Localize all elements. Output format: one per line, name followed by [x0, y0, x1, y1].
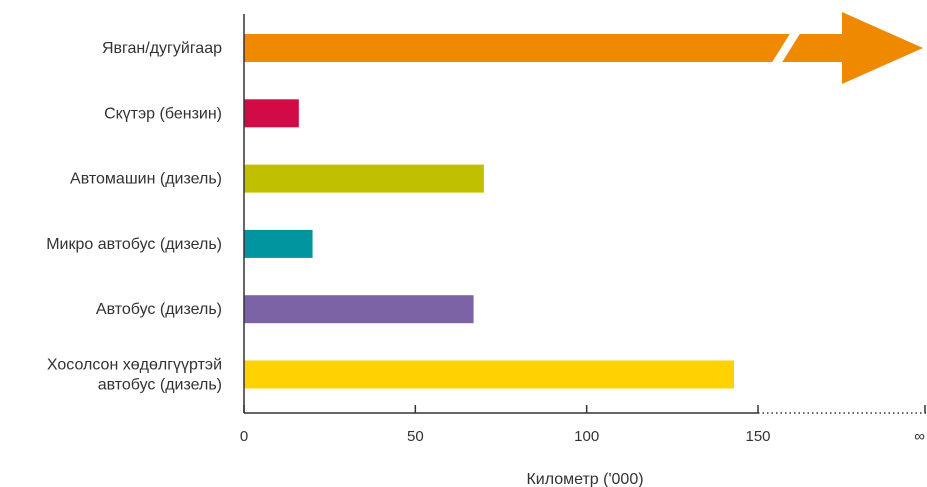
- category-label-1: Скүтэр (бензин): [104, 105, 222, 122]
- x-tick-label: 100: [574, 428, 599, 445]
- category-label-line: Скүтэр (бензин): [104, 105, 222, 122]
- x-tick-label: 0: [240, 428, 248, 445]
- x-tick-label: 150: [745, 428, 770, 445]
- category-label-3: Микро автобус (дизель): [46, 236, 222, 253]
- category-label-line: Автобус (дизель): [96, 301, 222, 318]
- bar-break-gap: [771, 32, 801, 64]
- bar-5: [244, 360, 735, 389]
- x-tick-label-infinity: ∞: [914, 428, 925, 445]
- x-axis-title: Километр ('000): [526, 471, 643, 487]
- category-label-line: Явган/дугуйгаар: [102, 40, 222, 57]
- category-label-line: Автомашин (дизель): [70, 171, 222, 188]
- bar-0: [244, 12, 923, 84]
- category-label-4: Автобус (дизель): [96, 301, 222, 318]
- axes-group: [243, 14, 926, 414]
- bar-4: [244, 295, 474, 324]
- bar-2: [244, 164, 484, 193]
- category-label-line: Хосолсон хөдөлгүүртэй: [47, 357, 222, 374]
- category-label-5: Хосолсон хөдөлгүүртэй автобус (дизель): [47, 357, 222, 394]
- category-labels-group: Явган/дугуйгаар Скүтэр (бензин) Автомашин …: [46, 40, 222, 394]
- x-tick-label: 50: [407, 428, 424, 445]
- category-label-line: автобус (дизель): [98, 377, 222, 394]
- category-label-0: Явган/дугуйгаар: [102, 40, 222, 57]
- bars-group: [244, 12, 923, 389]
- x-ticks-group: 0 50 100 150 ∞: [240, 405, 925, 445]
- bar-1: [244, 99, 299, 128]
- bar-3: [244, 229, 313, 258]
- category-label-2: Автомашин (дизель): [70, 171, 222, 188]
- category-label-line: Микро автобус (дизель): [46, 236, 222, 253]
